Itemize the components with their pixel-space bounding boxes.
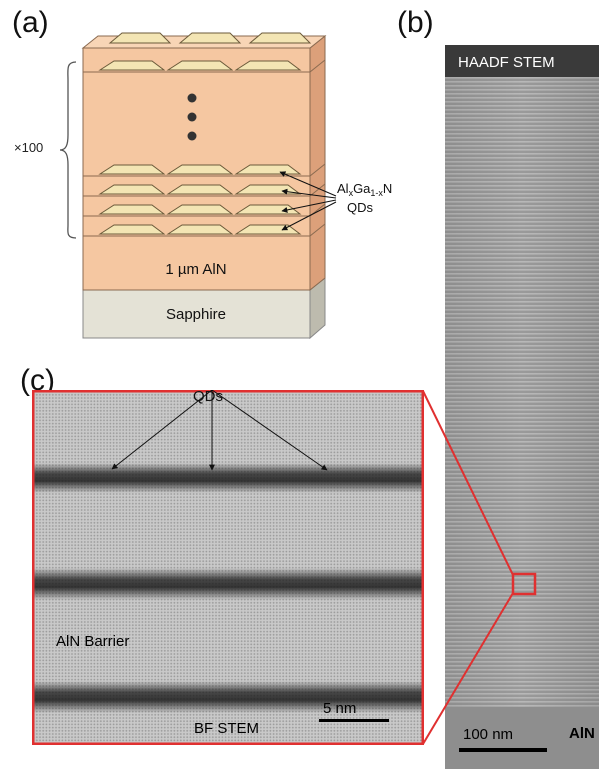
sapphire-layer bbox=[82, 289, 311, 339]
scale-bar-label-c: 5 nm bbox=[323, 700, 356, 717]
qds-label-c: QDs bbox=[193, 388, 223, 405]
haadf-mode-label: HAADF STEM bbox=[458, 54, 555, 71]
qd-arrow-origin bbox=[211, 390, 213, 392]
qd-arrows-c bbox=[111, 390, 328, 471]
sapphire-layer-label: Sapphire bbox=[166, 306, 226, 323]
bf-stem-image: AlN Barrier BF STEM 5 nm bbox=[32, 390, 424, 745]
aln-bottom-label: AlN bbox=[569, 725, 595, 742]
zoom-connector-top bbox=[422, 390, 514, 576]
layer-stack-schematic: ×100 1 µm AlN Sapphire AlxGa1-xN QDs bbox=[14, 32, 392, 340]
panel-label-a: (a) bbox=[12, 6, 49, 39]
zoom-region-box bbox=[511, 572, 537, 596]
scale-bar-b bbox=[459, 748, 547, 752]
bf-mode-label: BF STEM bbox=[194, 720, 259, 737]
aln-layer-label: 1 µm AlN bbox=[165, 261, 226, 278]
image-top-band bbox=[445, 45, 599, 77]
zoom-connector-bottom bbox=[422, 592, 514, 745]
bf-image-frame bbox=[32, 390, 424, 745]
scale-bar-label-b: 100 nm bbox=[463, 726, 513, 743]
qd-composition-label: AlxGa1-xN bbox=[337, 181, 392, 198]
panel-label-b: (b) bbox=[397, 6, 434, 39]
aln-buffer-region bbox=[445, 707, 599, 769]
qd-label: QDs bbox=[347, 200, 374, 215]
ellipsis-dots bbox=[187, 93, 197, 141]
qd-layer-band-3 bbox=[32, 681, 424, 713]
scale-bar-c bbox=[319, 719, 389, 722]
qd-layer-band-2 bbox=[32, 568, 424, 600]
qd-layer-band-1 bbox=[32, 463, 424, 493]
aln-barrier-label: AlN Barrier bbox=[56, 633, 129, 650]
repeat-count-label: ×100 bbox=[14, 140, 43, 155]
repeat-brace bbox=[59, 61, 77, 239]
qd-pointer-arrows bbox=[279, 171, 337, 231]
haadf-stem-image: HAADF STEM 100 nm AlN bbox=[445, 45, 599, 769]
layer-lines bbox=[83, 59, 326, 237]
